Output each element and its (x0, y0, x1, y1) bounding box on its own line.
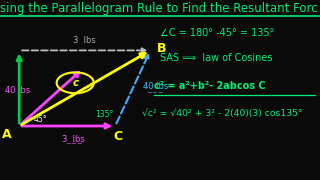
Text: 3  lbs: 3 lbs (73, 36, 96, 45)
Text: A: A (2, 129, 11, 141)
Text: sing the Parallelogram Rule to Find the Resultant Forc: sing the Parallelogram Rule to Find the … (0, 2, 318, 15)
Text: ~~~: ~~~ (65, 141, 83, 147)
Text: c: c (72, 78, 78, 88)
Text: 40 lbs: 40 lbs (143, 82, 168, 91)
Text: 135°: 135° (95, 110, 113, 119)
Text: B: B (157, 42, 166, 55)
Text: 3  lbs: 3 lbs (62, 135, 85, 144)
Text: ∠C = 180° -45° = 135°: ∠C = 180° -45° = 135° (160, 28, 274, 38)
Text: ~~~: ~~~ (146, 90, 164, 96)
Text: SAS ⟹  law of Cosines: SAS ⟹ law of Cosines (160, 53, 273, 63)
Text: C: C (114, 130, 123, 143)
Text: √c² = √40² + 3² - 2(40)(3) cos135°: √c² = √40² + 3² - 2(40)(3) cos135° (142, 109, 303, 118)
Text: 40 lbs: 40 lbs (5, 86, 30, 94)
Text: 45°: 45° (33, 114, 47, 123)
Text: c² = a²+b²- 2abcos C: c² = a²+b²- 2abcos C (154, 81, 265, 91)
